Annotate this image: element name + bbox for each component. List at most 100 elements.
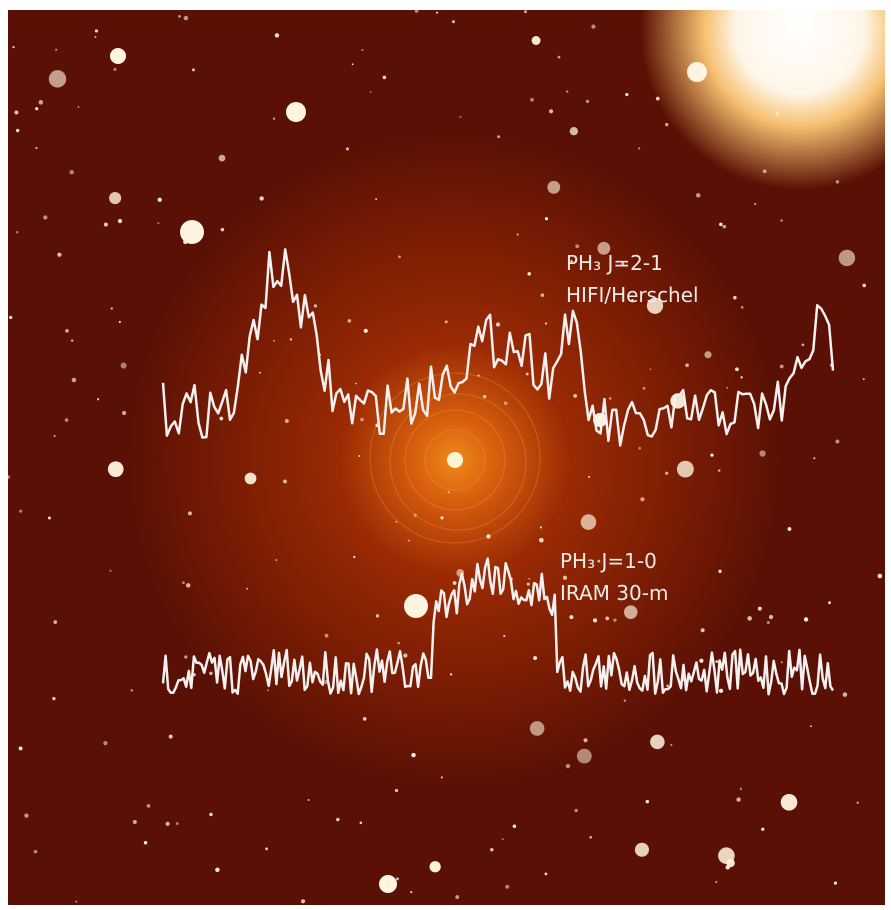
star	[781, 661, 783, 663]
star	[583, 738, 587, 742]
star	[404, 594, 428, 618]
line-label: PH₃ J=1-0	[560, 549, 657, 573]
star	[363, 717, 367, 721]
star	[336, 818, 339, 821]
star	[52, 697, 55, 700]
star	[275, 559, 277, 561]
star	[95, 36, 97, 38]
star	[396, 877, 399, 880]
star	[718, 469, 721, 472]
sky	[6, 0, 891, 905]
star	[35, 107, 38, 110]
star	[769, 615, 773, 619]
star	[450, 673, 452, 675]
star	[180, 220, 204, 244]
star	[497, 135, 500, 138]
star	[526, 373, 529, 376]
star	[573, 394, 577, 398]
star	[624, 699, 626, 701]
star	[767, 621, 770, 624]
star	[131, 689, 133, 691]
star	[638, 147, 640, 149]
star	[530, 721, 545, 736]
star	[19, 510, 22, 513]
star	[570, 127, 578, 135]
star	[53, 620, 57, 624]
star	[704, 351, 711, 358]
star	[39, 100, 44, 105]
star	[788, 527, 792, 531]
star	[301, 899, 305, 903]
star	[358, 455, 360, 457]
star	[19, 747, 23, 751]
star	[524, 10, 527, 13]
star	[763, 169, 767, 173]
star	[109, 192, 121, 204]
star	[158, 198, 162, 202]
star	[16, 231, 18, 233]
star	[370, 91, 372, 93]
star	[246, 588, 248, 590]
star	[781, 794, 798, 811]
star	[609, 397, 611, 399]
star	[430, 861, 441, 872]
star	[411, 753, 415, 757]
star	[558, 56, 561, 59]
star	[408, 540, 410, 542]
star	[95, 29, 98, 32]
star	[528, 578, 530, 580]
star	[862, 284, 866, 288]
star	[878, 574, 883, 579]
star	[383, 76, 387, 80]
star	[273, 118, 275, 120]
star	[541, 293, 545, 297]
star	[780, 219, 782, 221]
star	[527, 583, 530, 586]
star	[410, 891, 412, 893]
star	[325, 634, 329, 638]
star	[65, 418, 69, 422]
star	[186, 583, 191, 588]
star	[563, 576, 567, 580]
star	[613, 618, 616, 621]
star	[643, 387, 646, 390]
star	[761, 828, 764, 831]
star	[726, 387, 728, 389]
star	[569, 615, 573, 619]
star	[157, 222, 159, 224]
star	[65, 329, 68, 332]
star	[75, 901, 77, 903]
star	[545, 322, 547, 324]
star	[110, 48, 126, 64]
star	[532, 36, 541, 45]
star	[397, 642, 400, 645]
star	[701, 628, 705, 632]
star	[696, 193, 700, 197]
star	[308, 799, 310, 801]
star	[169, 735, 173, 739]
star	[209, 813, 212, 816]
star	[718, 570, 721, 573]
star	[43, 215, 47, 219]
star	[776, 112, 780, 116]
star	[265, 847, 268, 850]
star	[517, 233, 519, 235]
star	[504, 402, 507, 405]
star	[209, 672, 212, 675]
star	[9, 316, 12, 319]
star	[581, 514, 597, 530]
star	[723, 225, 727, 229]
star	[715, 881, 717, 883]
star	[741, 306, 744, 309]
star	[857, 802, 859, 804]
star	[586, 100, 589, 103]
star	[414, 514, 417, 517]
star	[396, 521, 398, 523]
star	[348, 319, 352, 323]
star	[530, 98, 534, 102]
star	[259, 196, 263, 200]
star	[839, 250, 855, 266]
star	[759, 450, 765, 456]
instrument-label: HIFI/Herschel	[566, 283, 699, 307]
star	[588, 476, 590, 478]
